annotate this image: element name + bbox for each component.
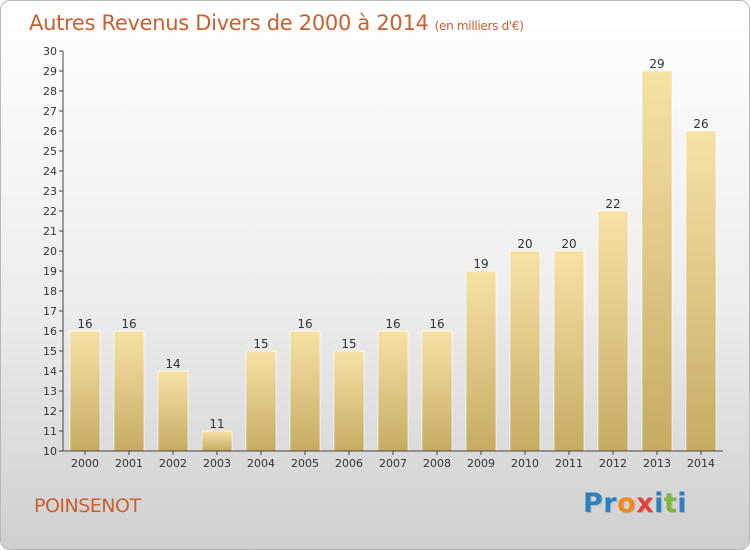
data-label: 16 (121, 317, 136, 331)
x-tick-label: 2005 (291, 457, 319, 470)
proxiti-logo[interactable]: Proxiti (583, 488, 687, 519)
bar-2012 (597, 210, 629, 452)
y-tick-label: 25 (43, 145, 57, 158)
y-tick-label: 14 (43, 365, 57, 378)
bar-2003 (201, 430, 233, 452)
data-label: 19 (473, 257, 488, 271)
x-tick-label: 2003 (203, 457, 231, 470)
logo-letter: o (617, 488, 637, 519)
y-tick-label: 17 (43, 305, 57, 318)
logo-letter: i (654, 488, 664, 519)
x-tick-label: 2004 (247, 457, 275, 470)
y-tick-label: 20 (43, 245, 57, 258)
data-label: 15 (341, 337, 356, 351)
y-tick-label: 10 (43, 445, 57, 458)
data-label: 26 (693, 117, 708, 131)
x-tick-label: 2009 (467, 457, 495, 470)
location-name: POINSENOT (34, 495, 141, 517)
data-label: 15 (253, 337, 268, 351)
data-label: 29 (649, 57, 664, 71)
data-label: 16 (297, 317, 312, 331)
bar-2011 (553, 250, 585, 452)
data-label: 16 (429, 317, 444, 331)
x-tick-label: 2010 (511, 457, 539, 470)
bar-2010 (509, 250, 541, 452)
x-tick-label: 2002 (159, 457, 187, 470)
data-label: 11 (209, 417, 224, 431)
x-tick-label: 2000 (71, 457, 99, 470)
y-tick-label: 28 (43, 85, 57, 98)
x-tick-label: 2013 (643, 457, 671, 470)
x-tick-label: 2006 (335, 457, 363, 470)
x-tick-label: 2014 (687, 457, 715, 470)
y-tick-label: 24 (43, 165, 57, 178)
bar-2007 (377, 330, 409, 452)
x-tick-label: 2008 (423, 457, 451, 470)
bar-2002 (157, 370, 189, 452)
bar-2008 (421, 330, 453, 452)
y-tick-label: 27 (43, 105, 57, 118)
y-tick-label: 29 (43, 65, 57, 78)
y-tick-label: 18 (43, 285, 57, 298)
x-tick-label: 2007 (379, 457, 407, 470)
data-label: 20 (561, 237, 576, 251)
y-tick-label: 30 (43, 45, 57, 58)
x-tick-label: 2001 (115, 457, 143, 470)
y-tick-label: 15 (43, 345, 57, 358)
bar-2004 (245, 350, 277, 452)
x-tick-label: 2012 (599, 457, 627, 470)
y-tick-label: 26 (43, 125, 57, 138)
x-tick-label: 2011 (555, 457, 583, 470)
y-tick-label: 13 (43, 385, 57, 398)
chart-title-text: Autres Revenus Divers de 2000 à 2014 (29, 11, 429, 35)
bar-2009 (465, 270, 497, 452)
logo-letter: P (583, 488, 604, 519)
bar-2001 (113, 330, 145, 452)
bar-2014 (685, 130, 717, 452)
bar-2013 (641, 70, 673, 452)
bar-2000 (69, 330, 101, 452)
bar-2006 (333, 350, 365, 452)
data-label: 20 (517, 237, 532, 251)
data-label: 22 (605, 197, 620, 211)
logo-letter: t (663, 488, 678, 519)
y-tick-label: 23 (43, 185, 57, 198)
y-tick-label: 16 (43, 325, 57, 338)
y-tick-label: 21 (43, 225, 57, 238)
y-tick-label: 11 (43, 425, 57, 438)
data-label: 16 (385, 317, 400, 331)
y-tick-label: 19 (43, 265, 57, 278)
logo-letter: r (603, 488, 618, 519)
data-label: 16 (77, 317, 92, 331)
chart-subtitle: (en milliers d'€) (434, 19, 524, 33)
data-label: 14 (165, 357, 180, 371)
logo-letter: x (636, 488, 655, 519)
bar-2005 (289, 330, 321, 452)
y-tick-label: 12 (43, 405, 57, 418)
y-tick-label: 22 (43, 205, 57, 218)
logo-letter: i (677, 488, 688, 519)
chart-title: Autres Revenus Divers de 2000 à 2014 (en … (29, 11, 524, 35)
